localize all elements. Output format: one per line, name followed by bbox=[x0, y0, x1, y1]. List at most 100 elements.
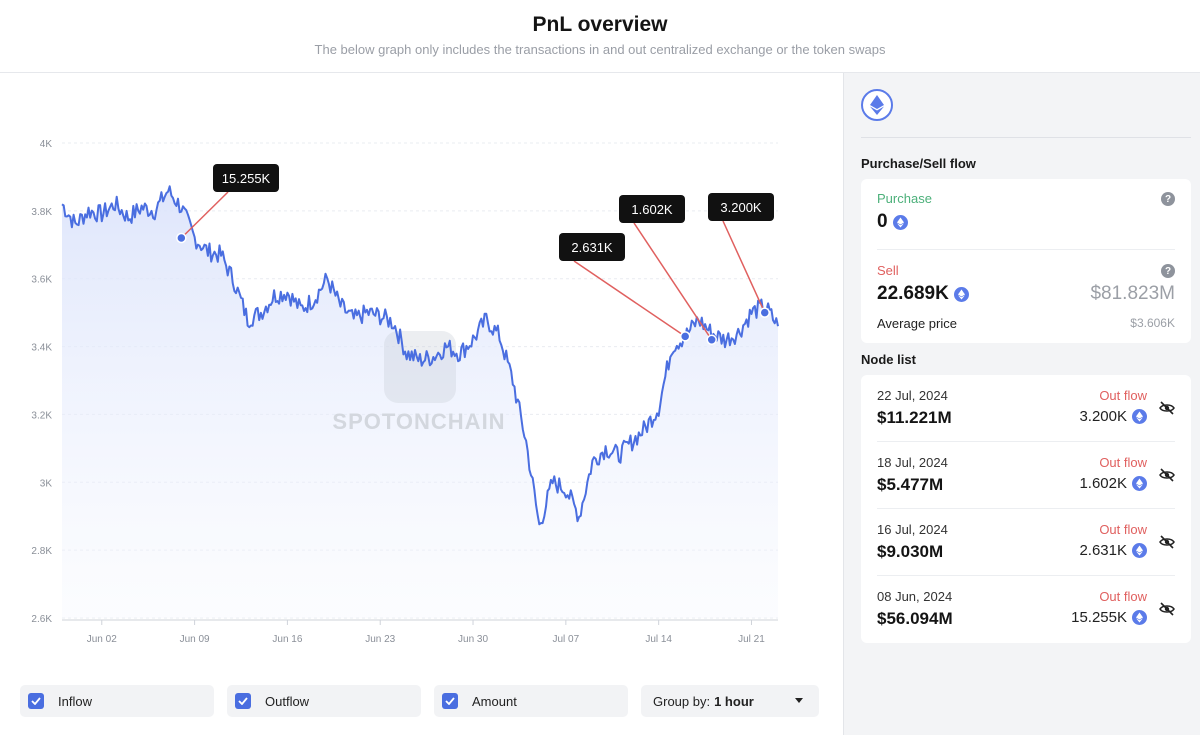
node-usd: $56.094M bbox=[877, 609, 953, 628]
y-tick-label: 3.2K bbox=[31, 410, 52, 421]
node-amount-value: 3.200K bbox=[1079, 408, 1127, 425]
node-list: 22 Jul, 2024 $11.221M Out flow 3.200K 18… bbox=[861, 375, 1191, 643]
node-amount: 1.602K bbox=[1079, 475, 1147, 492]
annotation-connector bbox=[180, 191, 229, 239]
list-item[interactable]: 16 Jul, 2024 $9.030M Out flow 2.631K bbox=[861, 509, 1191, 576]
x-tick-label: Jun 02 bbox=[87, 634, 117, 645]
chevron-down-icon bbox=[795, 698, 803, 703]
y-tick-label: 3.4K bbox=[31, 343, 52, 354]
x-tick-label: Jul 14 bbox=[645, 634, 672, 645]
purchase-amount: 0 bbox=[877, 211, 908, 233]
y-tick-label: 4K bbox=[40, 139, 53, 150]
annotation-box bbox=[213, 164, 279, 192]
checkbox-amount[interactable] bbox=[442, 693, 458, 709]
node-amount: 3.200K bbox=[1079, 408, 1147, 425]
node-flow: Out flow bbox=[1099, 589, 1147, 604]
sidebar: Purchase/Sell flow Purchase ? 0 Sell ? 2… bbox=[843, 73, 1200, 735]
sell-amount-value: 22.689K bbox=[877, 283, 949, 304]
ethereum-icon bbox=[861, 89, 893, 121]
help-icon[interactable]: ? bbox=[1161, 264, 1175, 278]
eye-off-icon[interactable] bbox=[1159, 468, 1175, 487]
checkbox-outflow[interactable] bbox=[235, 693, 251, 709]
node-amount-value: 2.631K bbox=[1079, 542, 1127, 559]
avg-price-value: $3.606K bbox=[1130, 316, 1175, 330]
eye-off-icon[interactable] bbox=[1159, 401, 1175, 420]
x-tick-label: Jun 09 bbox=[180, 634, 210, 645]
annotation-connector bbox=[722, 220, 766, 313]
x-tick-label: Jun 30 bbox=[458, 634, 488, 645]
divider bbox=[877, 441, 1175, 442]
node-amount-value: 1.602K bbox=[1079, 475, 1127, 492]
y-tick-label: 3.6K bbox=[31, 275, 52, 286]
node-flow: Out flow bbox=[1099, 522, 1147, 537]
y-tick-label: 3K bbox=[40, 478, 53, 489]
area-fill bbox=[62, 186, 778, 619]
help-icon[interactable]: ? bbox=[1161, 192, 1175, 206]
group-by-select[interactable]: Group by: 1 hour bbox=[641, 685, 819, 717]
filter-amount-label: Amount bbox=[472, 693, 517, 709]
annotation-connector bbox=[633, 222, 713, 341]
annotation-marker bbox=[176, 232, 187, 244]
annotation-marker bbox=[679, 331, 691, 342]
annotation-box bbox=[619, 195, 685, 223]
annotation-box bbox=[559, 233, 625, 261]
y-tick-label: 3.8K bbox=[31, 207, 52, 218]
node-date: 18 Jul, 2024 bbox=[877, 455, 948, 470]
purchase-label: Purchase bbox=[877, 191, 932, 206]
filter-inflow[interactable]: Inflow bbox=[20, 685, 214, 717]
annotation-marker bbox=[759, 307, 770, 318]
node-amount-value: 15.255K bbox=[1071, 609, 1127, 626]
page-title: PnL overview bbox=[532, 13, 668, 36]
ethereum-icon bbox=[1132, 543, 1147, 558]
watermark-logo bbox=[384, 331, 456, 403]
x-tick-label: Jun 16 bbox=[272, 634, 302, 645]
purchase-amount-value: 0 bbox=[877, 211, 888, 232]
node-usd: $9.030M bbox=[877, 542, 944, 561]
node-flow: Out flow bbox=[1099, 455, 1147, 470]
filter-outflow[interactable]: Outflow bbox=[227, 685, 421, 717]
pnl-chart[interactable]: 4K 3.8K 3.6K 3.4K 3.2K 3K 2.8K 2.6K Jun 02 Jun 09… bbox=[0, 73, 843, 673]
filter-inflow-label: Inflow bbox=[58, 693, 92, 709]
x-tick-label: Jul 21 bbox=[738, 634, 765, 645]
node-list-title: Node list bbox=[861, 352, 916, 367]
y-tick-label: 2.6K bbox=[31, 614, 52, 625]
flow-title: Purchase/Sell flow bbox=[861, 156, 976, 171]
checkbox-inflow[interactable] bbox=[28, 693, 44, 709]
annotation-marker bbox=[706, 334, 717, 346]
node-amount: 2.631K bbox=[1079, 542, 1147, 559]
divider bbox=[877, 508, 1175, 509]
avg-price-label: Average price bbox=[877, 316, 957, 331]
annotation-label: 15.255K bbox=[222, 171, 271, 186]
annotation-box bbox=[708, 193, 774, 221]
list-item[interactable]: 18 Jul, 2024 $5.477M Out flow 1.602K bbox=[861, 442, 1191, 509]
annotation-connector bbox=[573, 260, 686, 338]
ethereum-icon bbox=[953, 286, 969, 302]
sell-label: Sell bbox=[877, 263, 899, 278]
price-line bbox=[61, 185, 779, 526]
annotation-label: 3.200K bbox=[720, 200, 762, 215]
ethereum-icon bbox=[1132, 610, 1147, 625]
group-by-label: Group by: bbox=[653, 693, 711, 709]
eye-off-icon[interactable] bbox=[1159, 602, 1175, 621]
eye-off-icon[interactable] bbox=[1159, 535, 1175, 554]
node-usd: $11.221M bbox=[877, 408, 952, 427]
node-date: 22 Jul, 2024 bbox=[877, 388, 948, 403]
chart-filters: Inflow Outflow Amount Group by: 1 hour bbox=[20, 685, 820, 717]
page-header: PnL overview The below graph only includ… bbox=[0, 0, 1200, 73]
list-item[interactable]: 22 Jul, 2024 $11.221M Out flow 3.200K bbox=[861, 375, 1191, 442]
group-by-value: 1 hour bbox=[714, 693, 754, 709]
flow-card: Purchase ? 0 Sell ? 22.689K $81.823M Ave… bbox=[861, 179, 1191, 343]
node-amount: 15.255K bbox=[1071, 609, 1147, 626]
node-flow: Out flow bbox=[1099, 388, 1147, 403]
watermark-text: SPOTONCHAIN bbox=[332, 409, 505, 434]
list-item[interactable]: 08 Jun, 2024 $56.094M Out flow 15.255K bbox=[861, 576, 1191, 643]
sell-amount: 22.689K bbox=[877, 283, 969, 305]
sell-usd: $81.823M bbox=[1090, 283, 1175, 304]
filter-amount[interactable]: Amount bbox=[434, 685, 628, 717]
x-tick-label: Jul 07 bbox=[553, 634, 580, 645]
page-subtitle: The below graph only includes the transa… bbox=[314, 42, 886, 57]
ethereum-icon bbox=[1132, 409, 1147, 424]
node-date: 16 Jul, 2024 bbox=[877, 522, 948, 537]
ethereum-icon bbox=[892, 214, 908, 230]
x-tick-label: Jun 23 bbox=[365, 634, 395, 645]
